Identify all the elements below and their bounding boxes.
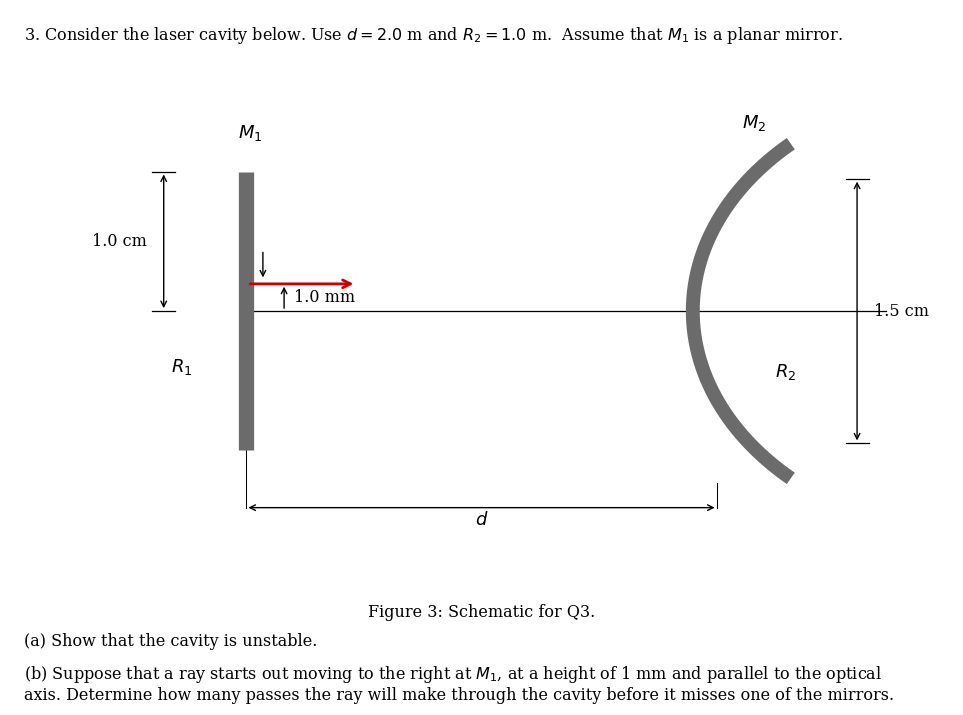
Text: $R_1$: $R_1$ xyxy=(171,357,193,377)
Text: 1.0 mm: 1.0 mm xyxy=(294,289,354,306)
Text: $d$: $d$ xyxy=(475,511,488,529)
Text: $R_2$: $R_2$ xyxy=(775,362,796,382)
Text: (a) Show that the cavity is unstable.: (a) Show that the cavity is unstable. xyxy=(24,633,318,650)
Text: $M_2$: $M_2$ xyxy=(742,113,767,133)
Text: 1.5 cm: 1.5 cm xyxy=(874,302,929,320)
Text: 1.0 cm: 1.0 cm xyxy=(91,233,146,250)
Text: $M_1$: $M_1$ xyxy=(238,123,263,143)
Text: (b) Suppose that a ray starts out moving to the right at $M_1$, at a height of 1: (b) Suppose that a ray starts out moving… xyxy=(24,664,895,704)
Text: 3. Consider the laser cavity below. Use $d = 2.0$ m and $R_2 = 1.0$ m.  Assume t: 3. Consider the laser cavity below. Use … xyxy=(24,25,843,46)
Text: Figure 3: Schematic for Q3.: Figure 3: Schematic for Q3. xyxy=(368,604,595,621)
